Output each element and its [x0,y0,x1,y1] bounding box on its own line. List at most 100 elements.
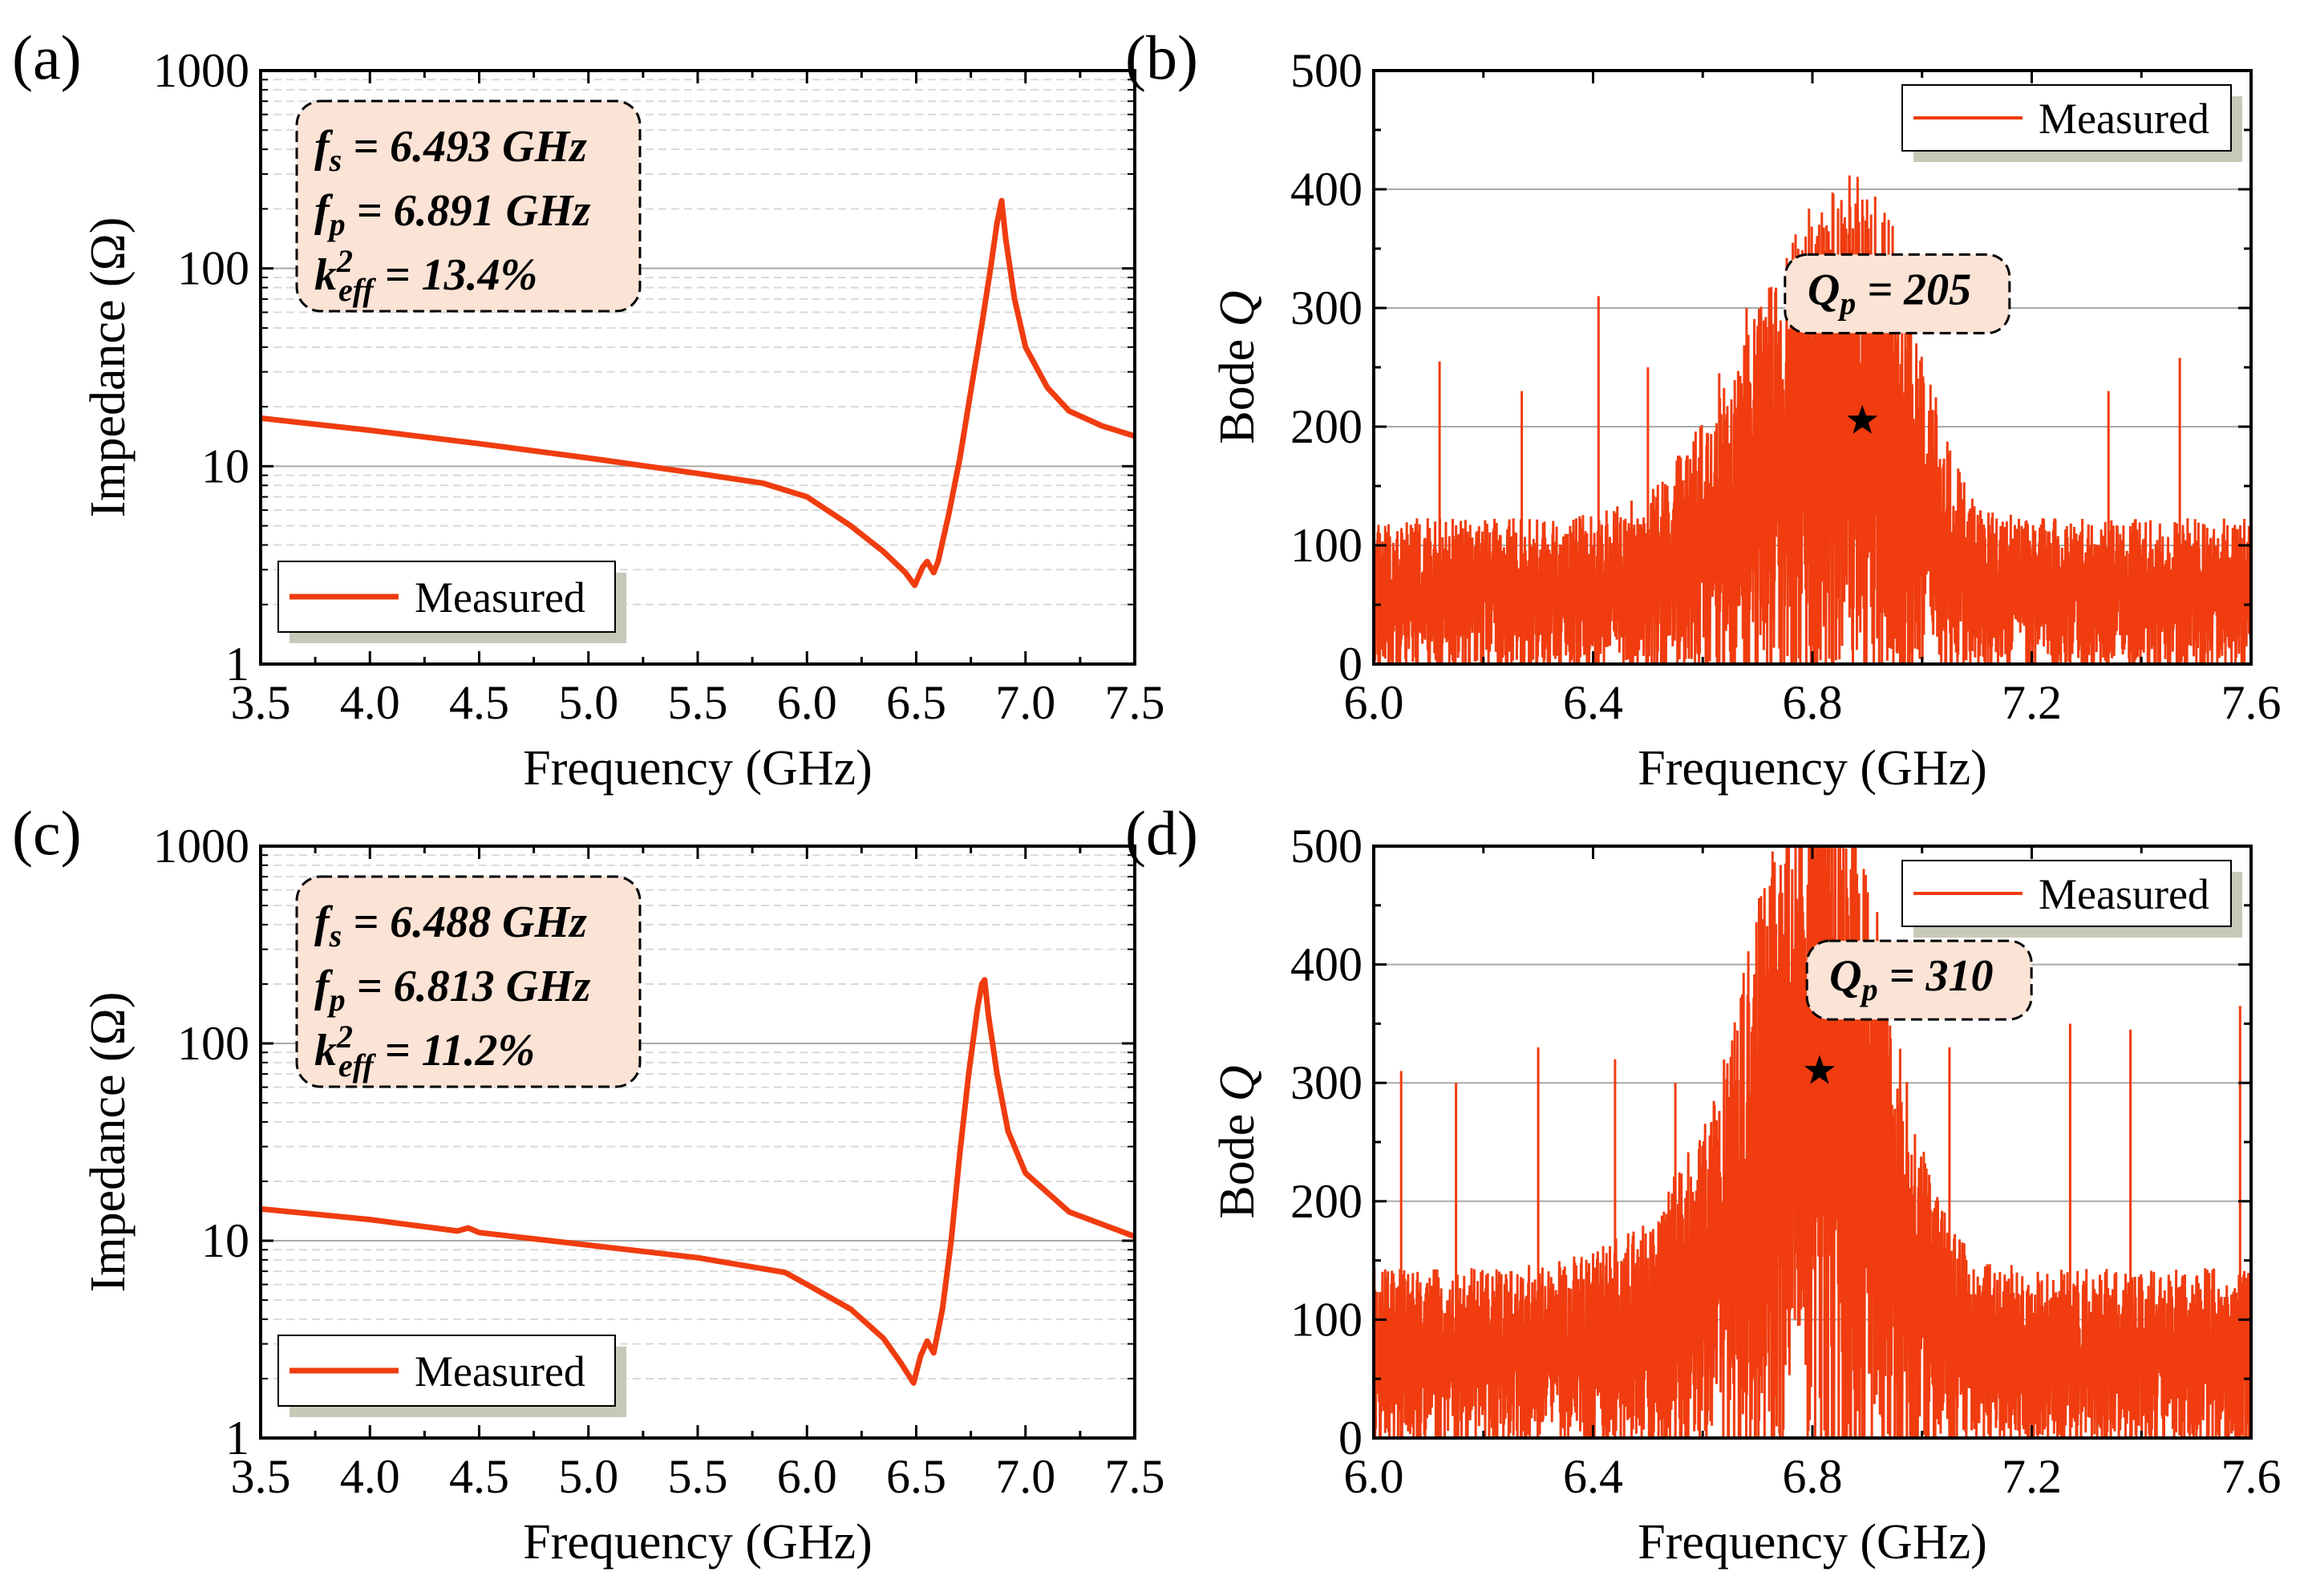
x-tick-label: 5.5 [668,676,728,729]
panel-a: 3.5 4.0 4.5 5.0 5.5 6.0 6.5 7.0 7.5 1 10 100 1000 Fre… [12,22,1165,796]
x-tick-label: 6.5 [886,1450,946,1503]
annotation-fp: fp = 6.813 GHz [314,962,591,1018]
x-tick-label: 4.0 [340,676,400,729]
x-tick-label: 4.0 [340,1450,400,1503]
y-tick-label: 1000 [153,820,249,873]
x-tick-label: 3.5 [231,1450,291,1503]
x-tick-label: 6.0 [1344,676,1404,729]
x-tick-label: 5.5 [668,1450,728,1503]
x-tick-label: 7.2 [2002,1450,2062,1503]
x-tick-label: 7.5 [1105,676,1165,729]
legend-label: Measured [415,1347,585,1395]
panel-label: (b) [1125,22,1198,92]
y-tick-label: 100 [177,242,249,295]
peak-star-marker [1804,1055,1835,1084]
annotation-fp: fp = 6.891 GHz [314,186,591,242]
y-tick-label: 300 [1290,1056,1363,1109]
x-tick-label: 7.0 [995,1450,1055,1503]
y-tick-label: 1000 [153,44,249,97]
y-tick-label: 100 [177,1017,249,1070]
y-tick-label: 300 [1290,282,1363,334]
panel-label: (c) [12,798,82,868]
series-measured [261,977,1135,1386]
y-axis: 0 100 200 300 400 500 [1290,820,2251,1464]
x-tick-label: 6.4 [1563,676,1623,729]
y-tick-label: 10 [201,1214,249,1267]
y-axis-title: Bode Q [1210,1065,1265,1218]
x-tick-label: 4.5 [449,676,509,729]
x-tick-label: 3.5 [231,676,291,729]
legend: Measured [277,1335,626,1417]
x-tick-label: 4.5 [449,1450,509,1503]
x-axis: 3.5 4.0 4.5 5.0 5.5 6.0 6.5 7.0 7.5 [231,71,1165,729]
peak-star-marker [1847,404,1878,434]
y-tick-label: 100 [1290,519,1363,572]
x-tick-label: 7.5 [1105,1450,1165,1503]
annotation-qp: Qp = 310 [1829,951,1993,1007]
y-axis: 1 10 100 1000 [153,44,1135,691]
y-tick-label: 0 [1338,1412,1363,1464]
y-tick-label: 400 [1290,938,1363,991]
x-tick-label: 6.5 [886,676,946,729]
x-tick-label: 7.6 [2221,676,2282,729]
annotation-fs: fs = 6.493 GHz [314,122,587,178]
x-axis: 6.0 6.4 6.8 7.2 7.6 [1344,846,2282,1503]
x-tick-label: 5.0 [558,1450,618,1503]
annotation-keff: k2 eff = 11.2% [314,1019,535,1084]
x-axis-title: Frequency (GHz) [523,1515,873,1570]
y-tick-label: 10 [201,440,249,492]
series-measured [1374,175,2251,664]
x-tick-label: 7.2 [2002,676,2062,729]
annotation-qp: Qp = 205 [1808,265,1971,321]
panel-c: 3.5 4.0 4.5 5.0 5.5 6.0 6.5 7.0 7.5 1 10 100 1000 Fre… [12,798,1165,1570]
legend-label: Measured [415,573,585,622]
x-tick-label: 7.6 [2221,1450,2282,1503]
x-axis-title: Frequency (GHz) [1638,741,1987,796]
annotation-box [295,99,642,313]
legend-label: Measured [2039,95,2209,143]
annotation-box [1805,939,2033,1021]
y-tick-label: 500 [1290,44,1363,97]
annotation-box [295,875,642,1088]
x-tick-label: 6.0 [777,1450,837,1503]
x-tick-label: 6.0 [1344,1450,1404,1503]
y-tick-label: 1 [225,1412,249,1464]
series-measured [1374,846,2251,1438]
y-axis-title: Impedance (Ω) [81,992,136,1293]
annotation: Qp = 310 [1805,939,2033,1021]
y-axis: 1 10 100 1000 [153,820,1135,1464]
x-tick-label: 6.8 [1783,676,1843,729]
legend: Measured [277,561,626,643]
y-tick-label: 500 [1290,820,1363,873]
panel-d: 6.0 6.4 6.8 7.2 7.6 0 100 200 300 400 500 Frequency… [1125,798,2282,1570]
y-axis-title: Bode Q [1210,290,1265,444]
y-tick-label: 0 [1338,638,1363,691]
y-tick-label: 400 [1290,163,1363,216]
legend: Measured [1901,84,2242,162]
panel-label: (a) [12,22,82,92]
y-tick-label: 200 [1290,1175,1363,1228]
series-measured [261,197,1135,589]
y-tick-label: 100 [1290,1293,1363,1346]
panel-label: (d) [1125,798,1198,868]
x-tick-label: 5.0 [558,676,618,729]
annotation-box [1784,253,2011,334]
y-tick-label: 200 [1290,400,1363,453]
panel-b: 6.0 6.4 6.8 7.2 7.6 0 100 200 300 400 500 Frequency… [1125,22,2282,796]
x-tick-label: 6.8 [1783,1450,1843,1503]
legend-label: Measured [2039,870,2209,918]
annotation: Qp = 205 [1784,253,2011,334]
legend: Measured [1901,860,2242,938]
annotation-keff: k2 eff = 13.4% [314,243,537,308]
x-axis-title: Frequency (GHz) [523,741,873,796]
x-axis: 6.0 6.4 6.8 7.2 7.6 [1344,71,2282,729]
annotation-fs: fs = 6.488 GHz [314,897,587,954]
x-axis-title: Frequency (GHz) [1638,1515,1987,1570]
y-axis: 0 100 200 300 400 500 [1290,44,2251,691]
x-tick-label: 6.4 [1563,1450,1623,1503]
y-tick-label: 1 [225,638,249,691]
x-tick-label: 7.0 [995,676,1055,729]
